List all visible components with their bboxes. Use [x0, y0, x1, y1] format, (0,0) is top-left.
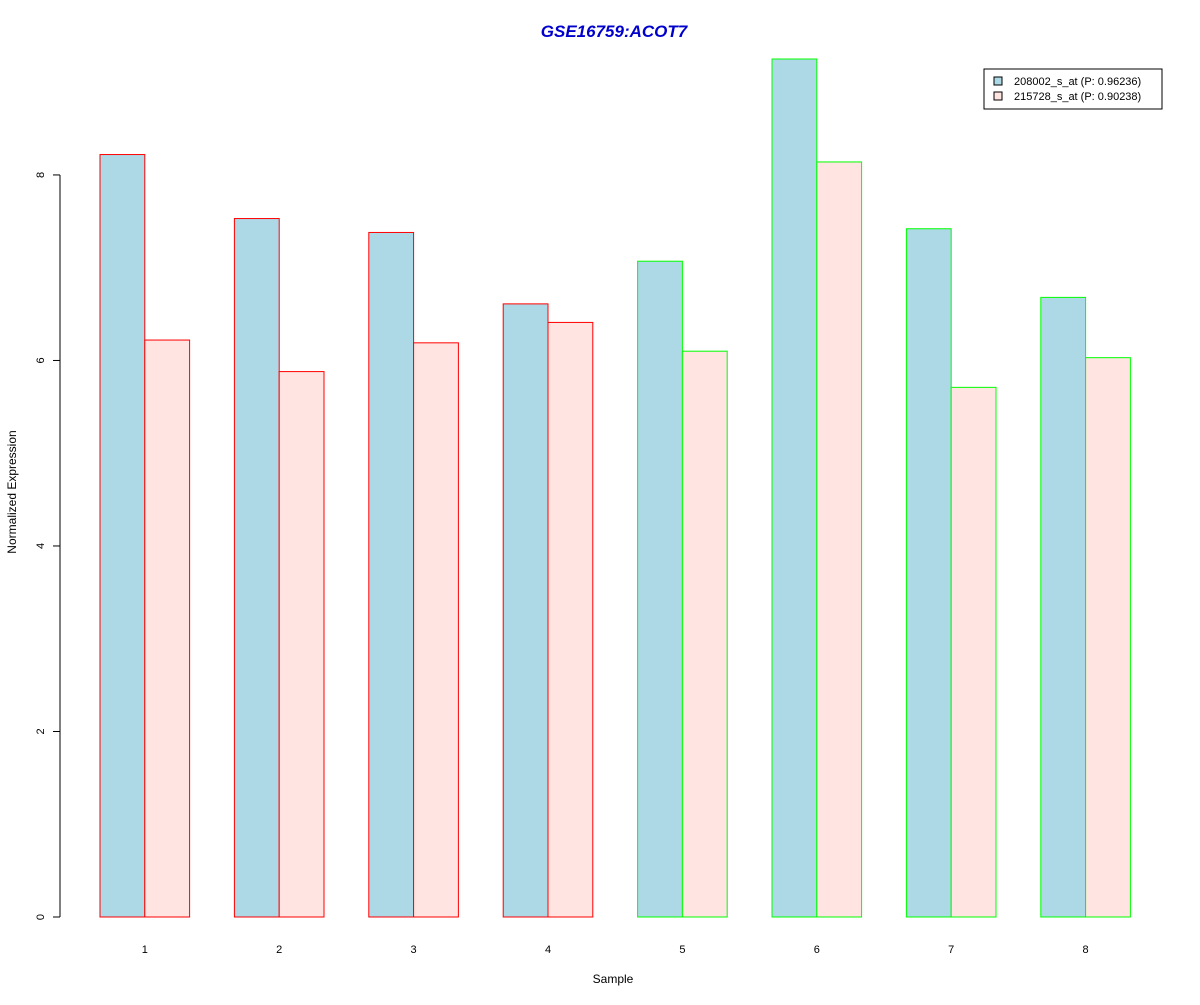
y-axis-tick-label: 4	[35, 543, 47, 549]
legend: 208002_s_at (P: 0.96236) 215728_s_at (P: …	[983, 68, 1163, 110]
x-axis-label: Sample	[593, 972, 634, 986]
bar-sample-1-series-1	[99, 154, 146, 918]
y-axis-ticks: 0 2 4 6 8	[35, 172, 60, 920]
x-axis-tick-label: 3	[411, 944, 417, 956]
bar-sample-7-series-1	[905, 228, 952, 918]
bars	[99, 58, 1131, 918]
y-axis-tick-label: 2	[35, 728, 47, 734]
bar-sample-8-series-2	[1085, 357, 1131, 918]
x-axis-tick-label: 8	[1083, 944, 1089, 956]
bar-sample-8-series-1	[1040, 296, 1087, 918]
bar-sample-7-series-2	[950, 386, 997, 918]
bar-sample-3-series-2	[413, 342, 459, 918]
bar-sample-6-series-2	[816, 161, 863, 918]
bar-sample-2-series-1	[233, 218, 280, 918]
bar-sample-2-series-2	[278, 371, 325, 918]
y-axis-tick-label: 8	[35, 172, 47, 178]
legend-label: 208002_s_at (P: 0.96236)	[1014, 76, 1141, 88]
legend-items: 208002_s_at (P: 0.96236) 215728_s_at (P: …	[993, 76, 1141, 103]
y-axis-tick-label: 6	[35, 357, 47, 363]
y-axis-tick-label: 0	[35, 914, 47, 920]
x-axis-tick-label: 7	[948, 944, 954, 956]
x-axis-tick-label: 6	[814, 944, 820, 956]
legend-label: 215728_s_at (P: 0.90238)	[1014, 91, 1141, 103]
x-axis-tick-label: 4	[545, 944, 551, 956]
legend-box	[983, 68, 1163, 110]
legend-swatch	[993, 76, 1003, 86]
bar-sample-5-series-1	[637, 260, 683, 918]
legend-swatch	[993, 91, 1003, 101]
bar-sample-3-series-1	[368, 231, 415, 918]
x-axis-tick-label: 1	[142, 944, 148, 956]
x-axis-tick-labels: 1 2 3 4 5 6 7 8	[142, 944, 1089, 956]
x-axis-tick-label: 5	[679, 944, 685, 956]
bar-sample-4-series-2	[547, 321, 594, 918]
bar-sample-4-series-1	[502, 303, 549, 918]
bar-sample-5-series-2	[681, 350, 728, 918]
chart-title: GSE16759:ACOT7	[541, 22, 689, 41]
x-axis-tick-label: 2	[276, 944, 282, 956]
bar-sample-1-series-2	[144, 339, 191, 918]
bar-sample-6-series-1	[771, 58, 818, 918]
y-axis-label: Normalized Expression	[5, 430, 19, 553]
